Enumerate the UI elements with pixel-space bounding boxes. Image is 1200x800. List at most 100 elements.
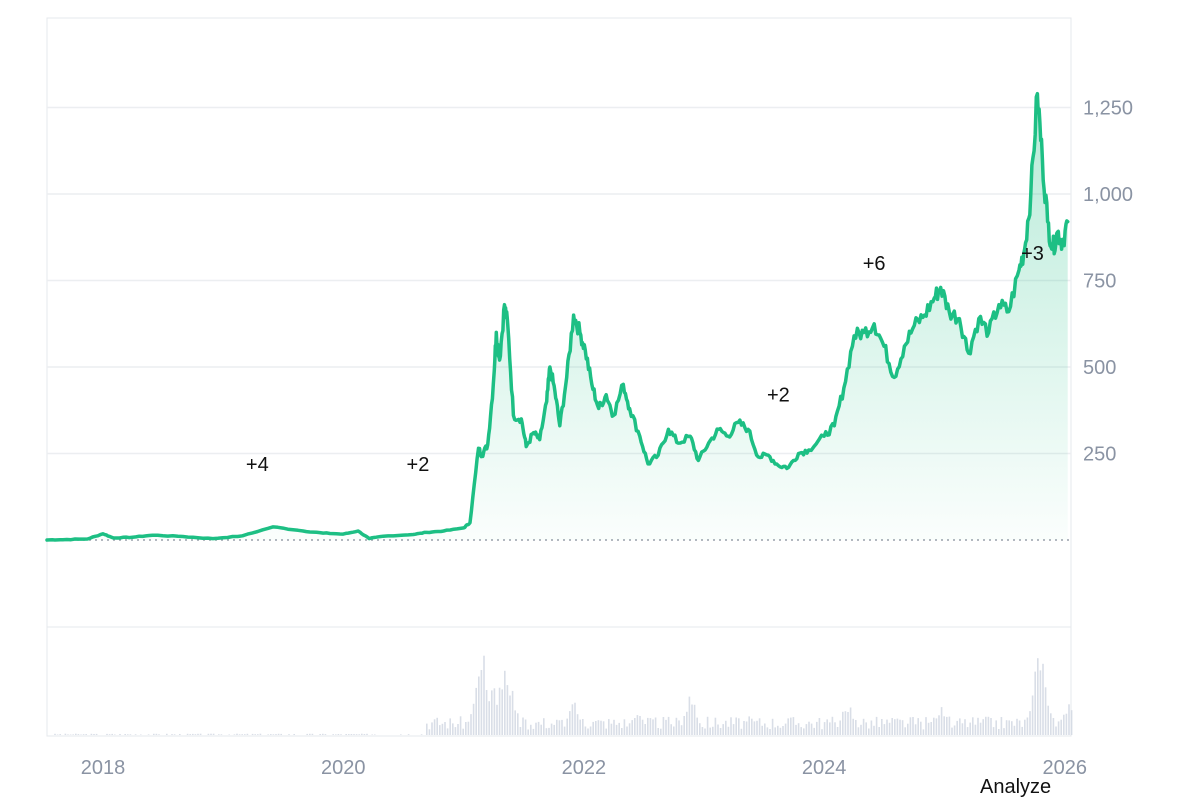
x-tick-label: 2020: [321, 757, 366, 779]
volume-bar: [257, 734, 259, 735]
volume-bar: [272, 734, 275, 735]
volume-bar: [449, 718, 451, 735]
volume-bar: [777, 725, 779, 735]
analyze-link[interactable]: Analyze: [980, 776, 1052, 798]
volume-bar: [153, 733, 155, 735]
volume-bar: [470, 714, 472, 735]
volume-bar: [818, 718, 821, 735]
volume-bar: [795, 724, 797, 735]
volume-bar: [665, 719, 667, 735]
volume-bar: [652, 719, 654, 735]
volume-bar: [322, 733, 324, 735]
volume-bar: [808, 721, 810, 735]
volume-bar: [618, 722, 620, 735]
price-line[interactable]: [45, 91, 1070, 542]
volume-bar: [233, 734, 236, 735]
volume-bar: [446, 728, 449, 735]
volume-bar: [683, 716, 685, 735]
volume-bar: [738, 718, 740, 735]
volume-bar: [535, 722, 537, 735]
volume-bar: [1042, 663, 1044, 735]
volume-bar: [366, 733, 368, 735]
volume-bar: [428, 729, 431, 735]
volume-bar: [701, 727, 704, 735]
volume-bar: [436, 717, 438, 735]
volume-bar: [280, 733, 282, 735]
volume-bar: [977, 717, 979, 735]
volume-bar: [873, 725, 875, 735]
volume-bar: [59, 734, 61, 735]
volume-bar: [114, 734, 116, 735]
volume-bar: [1068, 704, 1070, 735]
volume-bar: [548, 727, 550, 735]
volume-bar: [1037, 658, 1039, 735]
volume-bar: [522, 717, 524, 735]
volume-bar: [501, 689, 503, 735]
volume-bar: [173, 734, 176, 735]
volume-bar: [592, 721, 594, 735]
y-tick-label: 1,250: [1083, 98, 1133, 120]
volume-bar: [722, 724, 724, 735]
volume-bar: [576, 714, 579, 735]
volume-bar: [626, 726, 628, 735]
volume-bar: [615, 724, 618, 735]
volume-bar: [582, 719, 584, 735]
volume-bar: [319, 734, 321, 735]
volume-bar: [524, 719, 527, 735]
volume-bar: [288, 734, 290, 735]
volume-bar: [641, 719, 644, 735]
volume-bar: [605, 728, 607, 735]
volume-bar: [166, 733, 168, 735]
volume-bar: [608, 719, 610, 735]
volume-bar: [860, 724, 862, 735]
volume-bar: [714, 717, 717, 735]
volume-bar: [244, 734, 246, 735]
volume-bar: [933, 717, 935, 735]
volume-bar: [72, 734, 74, 735]
annotation-label: +4: [246, 454, 269, 476]
volume-bar: [761, 725, 763, 735]
volume-bar: [930, 722, 932, 735]
volume-bar: [134, 734, 137, 735]
volume-bar: [985, 716, 987, 735]
volume-bar: [1005, 720, 1008, 735]
volume-bar: [797, 723, 800, 735]
volume-bar: [717, 724, 719, 735]
volume-bar: [93, 734, 95, 735]
volume-bar: [907, 723, 909, 735]
volume-bar: [842, 711, 844, 735]
volume-bar: [1065, 713, 1068, 735]
volume-bar: [1044, 687, 1047, 735]
volume-bar: [431, 722, 433, 735]
annotation-label: +2: [407, 454, 430, 476]
volume-bar: [764, 723, 766, 735]
volume-bar: [527, 729, 529, 735]
volume-bar: [959, 718, 961, 735]
volume-bar: [725, 720, 727, 735]
volume-bar: [756, 720, 758, 735]
volume-bar: [1060, 719, 1062, 735]
volume-bar: [69, 734, 72, 735]
volume-bar: [1011, 721, 1013, 735]
volume-bar: [784, 723, 787, 735]
volume-bar: [961, 723, 964, 735]
volume-bar: [485, 690, 488, 735]
volume-bar: [517, 713, 519, 735]
volume-bar: [644, 724, 646, 735]
volume-bar: [171, 734, 173, 735]
volume-bar: [901, 720, 904, 735]
volume-bar: [649, 718, 652, 735]
volume-bar: [829, 722, 831, 735]
volume-bar: [1016, 718, 1018, 735]
volume-bar: [1013, 725, 1016, 735]
volume-bar: [987, 716, 990, 735]
volume-bar: [821, 729, 823, 735]
volume-bar: [974, 724, 977, 735]
volume-bar: [940, 707, 943, 735]
volume-bar: [769, 729, 771, 735]
volume-bar: [844, 711, 847, 735]
volume-bar: [155, 733, 158, 735]
volume-bar: [493, 688, 496, 735]
volume-bar: [834, 722, 836, 735]
volume-bar: [753, 721, 756, 735]
